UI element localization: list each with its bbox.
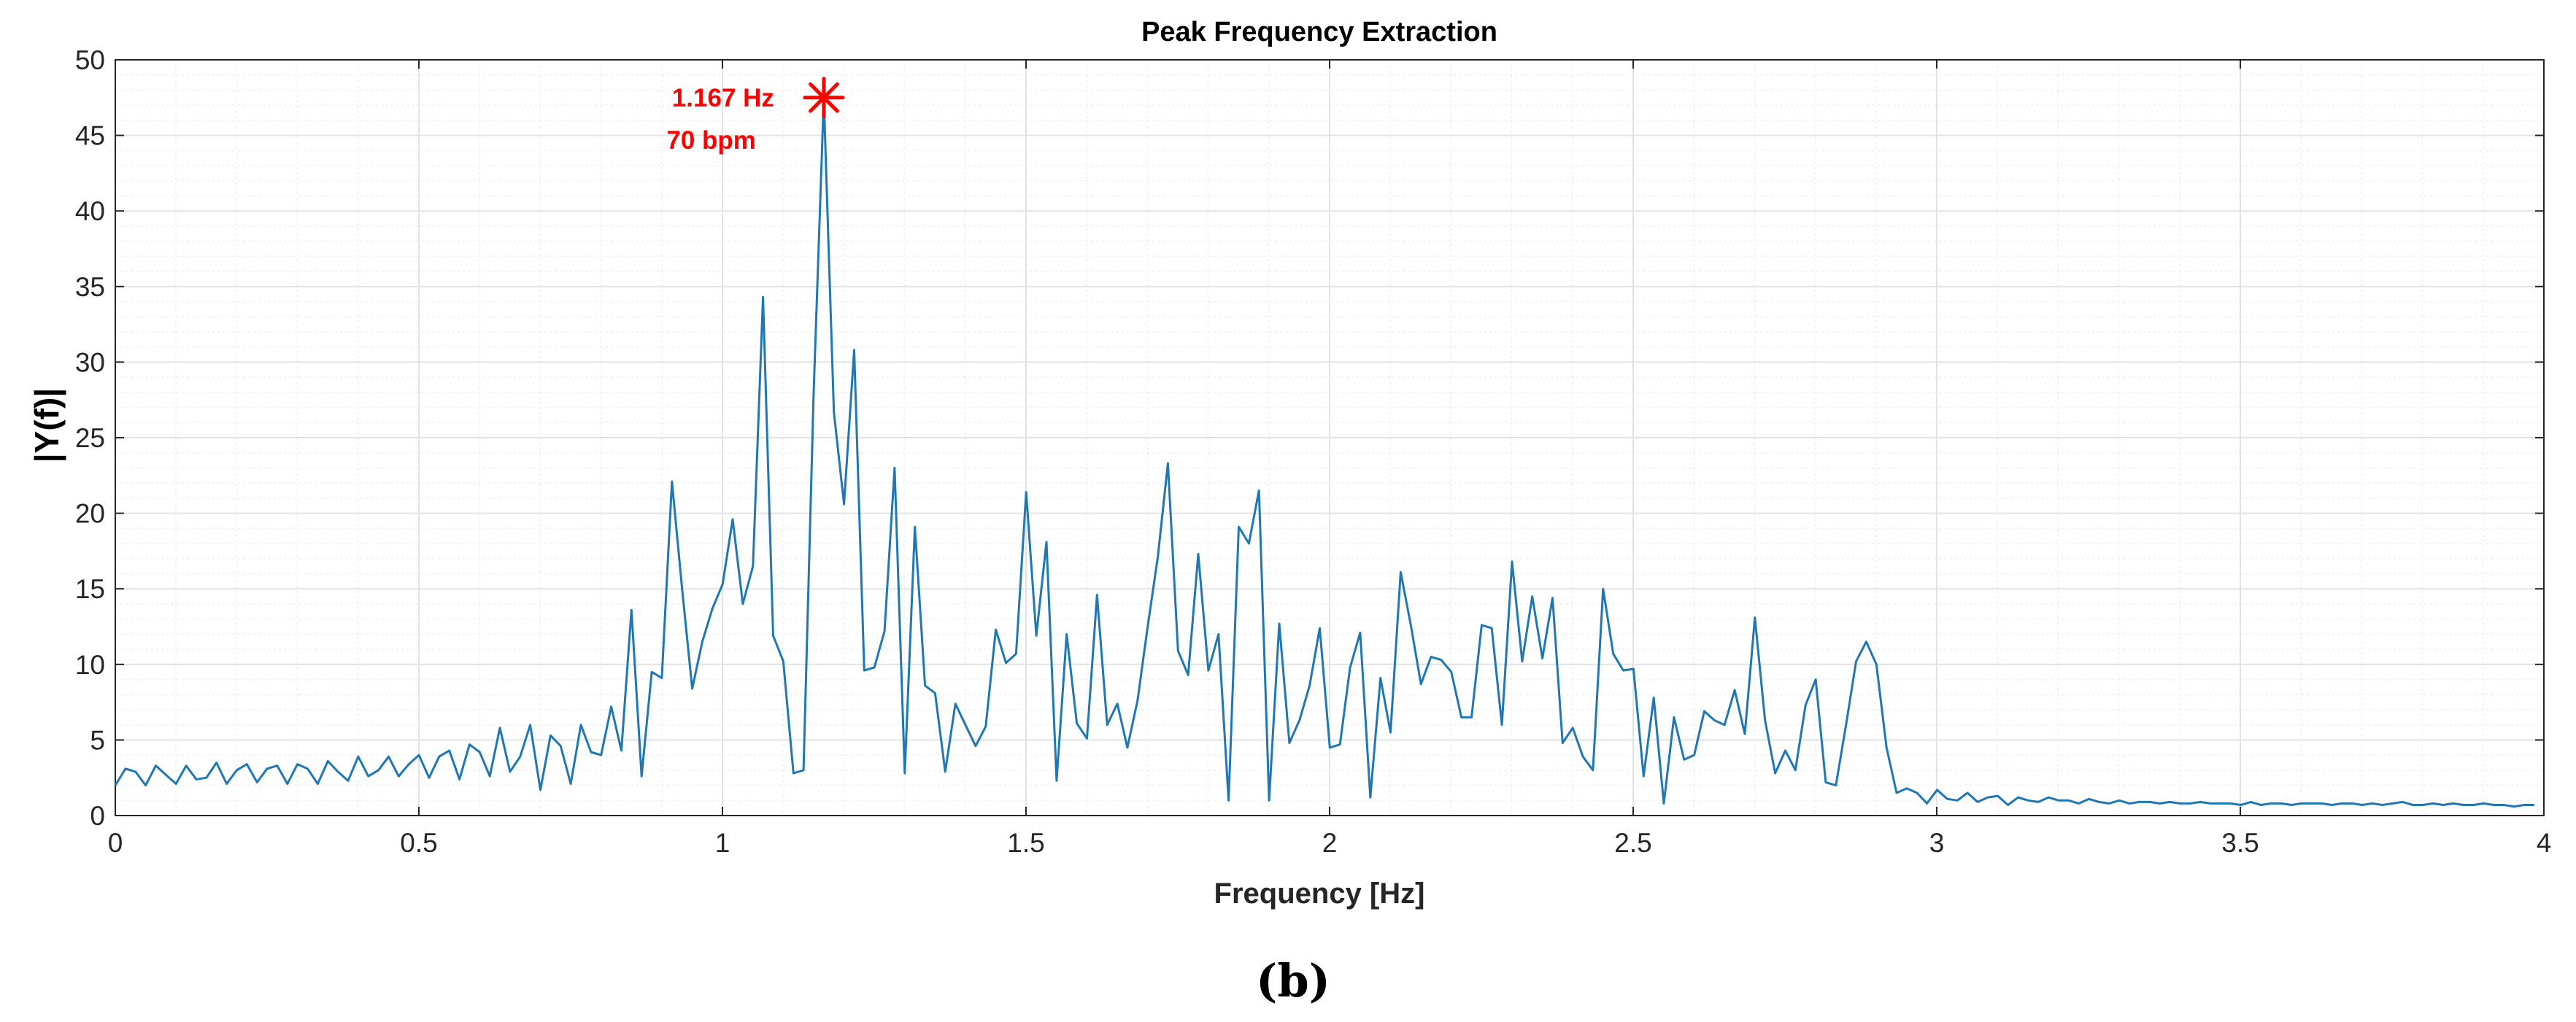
peak-asterisk-stroke: [809, 82, 839, 113]
y-tick-label: 5: [90, 725, 105, 755]
x-tick-label: 4: [2537, 828, 2552, 858]
y-tick-label: 20: [75, 499, 105, 529]
x-tick-label: 1: [715, 828, 730, 858]
x-tick-label: 0.5: [400, 828, 437, 858]
y-tick-label: 0: [90, 801, 105, 831]
chart-title: Peak Frequency Extraction: [1141, 17, 1497, 47]
peak-label-hz: 1.167 Hz: [672, 84, 774, 112]
y-tick-label: 35: [75, 272, 105, 302]
y-tick-label: 25: [75, 423, 105, 453]
x-tick-label: 2.5: [1614, 828, 1651, 858]
x-tick-label: 3.5: [2221, 828, 2259, 858]
x-axis-ticks: 0 0.5 1 1.5 2 2.5 3 3.5 4: [108, 60, 2552, 858]
y-tick-label: 45: [75, 121, 105, 151]
y-tick-label: 10: [75, 650, 105, 680]
x-tick-label: 0: [108, 828, 123, 858]
y-tick-label: 30: [75, 347, 105, 377]
figure-caption: (b): [1256, 954, 1330, 1007]
series-line-magnitude: [114, 96, 2534, 808]
y-tick-label: 40: [75, 196, 105, 226]
x-tick-label: 2: [1322, 828, 1338, 858]
y-axis-ticks: 0 5 10 15 20 25 30 35 40 45 50: [75, 45, 2544, 831]
y-axis-title: |Y(f)|: [28, 388, 66, 462]
peak-label-bpm: 70 bpm: [666, 126, 756, 155]
y-tick-label: 50: [75, 45, 105, 75]
peak-marker: [803, 77, 845, 119]
y-tick-label: 15: [75, 574, 105, 604]
x-axis-title: Frequency [Hz]: [1214, 878, 1425, 910]
x-tick-label: 3: [1929, 828, 1945, 858]
x-tick-label: 1.5: [1007, 828, 1044, 858]
